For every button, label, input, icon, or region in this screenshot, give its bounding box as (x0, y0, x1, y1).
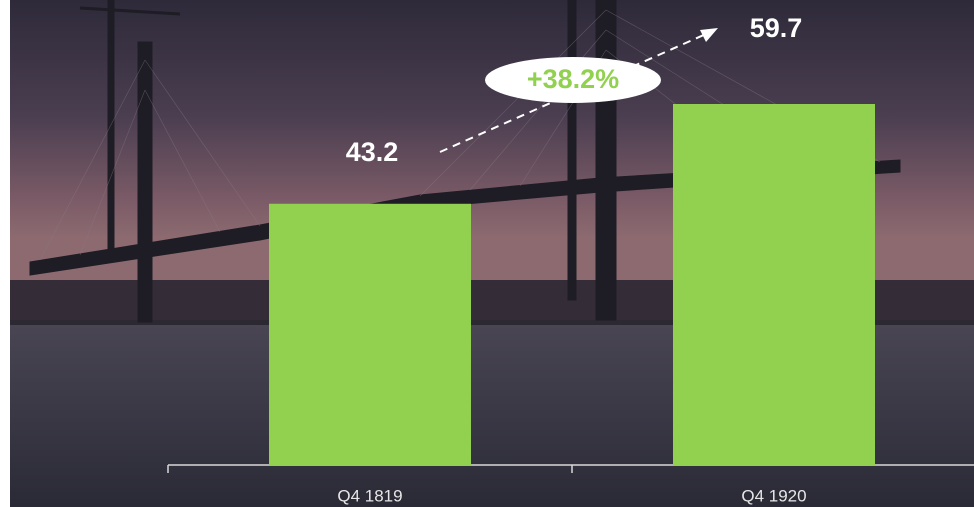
x-tick-label: Q4 1920 (741, 486, 806, 505)
chart: +38.2% Q4 1819 43.2 Q4 1920 59.7 (0, 0, 974, 507)
value-label: 59.7 (750, 13, 803, 43)
bar (269, 204, 471, 465)
bar (673, 104, 875, 465)
x-tick-label: Q4 1819 (337, 486, 402, 505)
value-label: 43.2 (346, 137, 399, 167)
page: {"chart_data": {"type": "bar", "categori… (0, 0, 974, 507)
annotation: +38.2% (527, 64, 619, 94)
